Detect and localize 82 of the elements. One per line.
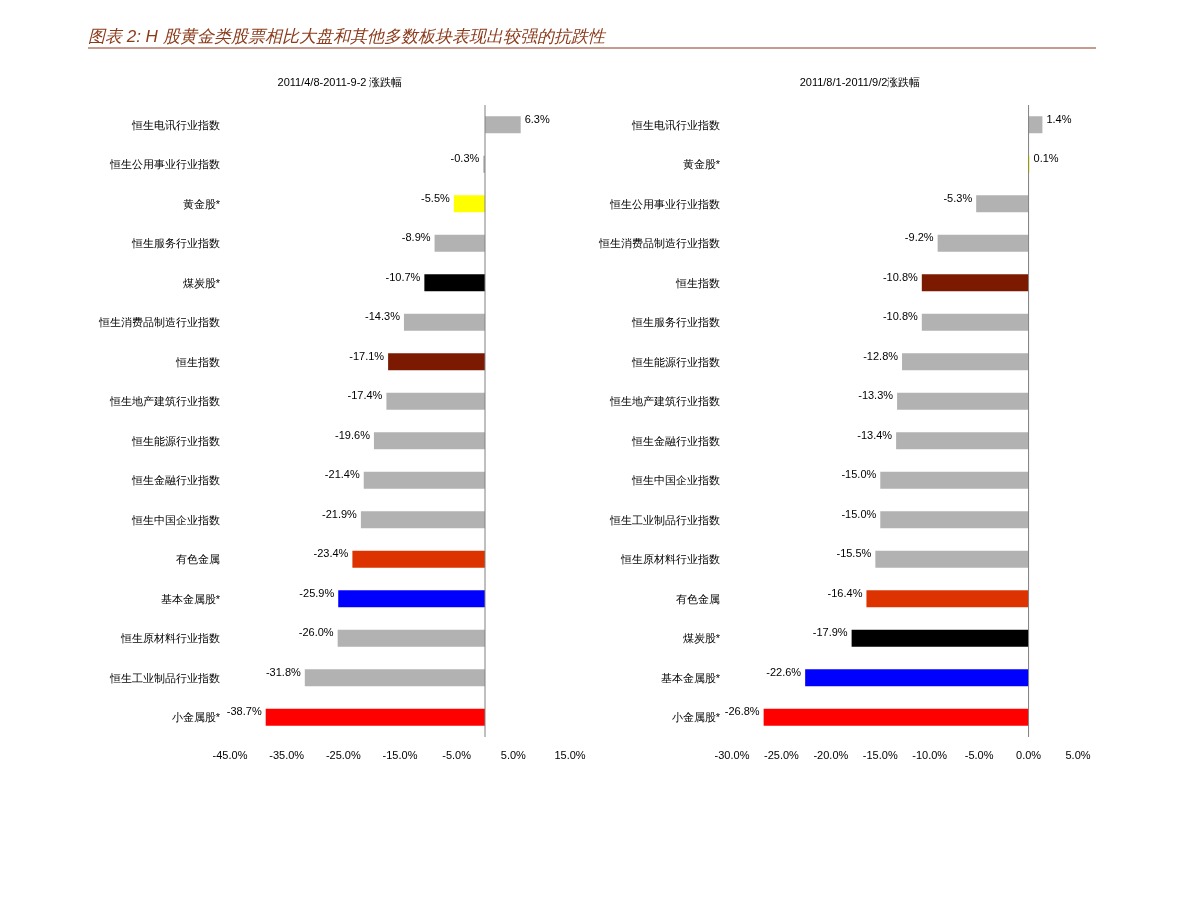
data-label: 1.4% (1046, 112, 1072, 125)
y-tick-label: 恒生指数 (175, 355, 220, 368)
y-tick-label: 恒生消费品制造行业指数 (598, 237, 720, 250)
x-tick-label: -15.0% (382, 749, 418, 761)
y-tick-label: 恒生能源行业指数 (631, 355, 720, 368)
x-tick-label: -5.0% (964, 749, 994, 761)
data-label: -26.8% (724, 705, 760, 718)
chart-title: 2011/8/1-2011/9/2涨跌幅 (799, 76, 921, 88)
data-label: -5.5% (421, 191, 451, 204)
x-tick-label: -30.0% (714, 749, 750, 761)
data-label: -15.0% (841, 468, 877, 481)
y-tick-label: 基本金属股* (160, 592, 221, 605)
x-tick-label: 15.0% (554, 749, 586, 761)
data-label: -16.4% (827, 586, 863, 599)
chart-title: 2011/4/8-2011-9-2 涨跌幅 (277, 76, 403, 88)
x-tick-label: -15.0% (862, 749, 898, 761)
data-label: -14.3% (365, 310, 401, 323)
x-tick-label: -25.0% (325, 749, 361, 761)
data-label: -0.3% (450, 152, 480, 165)
y-tick-label: 恒生地产建筑行业指数 (609, 395, 720, 408)
data-label: -13.4% (857, 428, 893, 441)
y-tick-label: 恒生金融行业指数 (131, 474, 220, 487)
data-label: -23.4% (313, 547, 349, 560)
data-label: -26.0% (298, 626, 334, 639)
y-tick-label: 基本金属股* (660, 671, 721, 684)
y-tick-label: 恒生中国企业指数 (131, 513, 220, 526)
y-tick-label: 小金属股* (171, 711, 221, 724)
y-tick-label: 恒生公用事业行业指数 (109, 158, 220, 171)
data-label: -17.4% (347, 389, 383, 402)
data-label: -38.7% (226, 705, 262, 718)
y-tick-label: 煤炭股* (182, 276, 221, 289)
x-tick-label: -45.0% (212, 749, 248, 761)
data-label: 6.3% (524, 112, 550, 125)
y-tick-label: 恒生原材料行业指数 (620, 553, 720, 566)
x-tick-label: 5.0% (500, 749, 527, 761)
data-label: -8.9% (401, 231, 431, 244)
y-tick-label: 恒生指数 (675, 276, 720, 289)
y-tick-label: 恒生地产建筑行业指数 (109, 395, 220, 408)
x-tick-label: 0.0% (1016, 749, 1042, 761)
y-tick-label: 煤炭股* (682, 632, 721, 645)
data-label: -15.0% (841, 507, 877, 520)
y-tick-label: 恒生能源行业指数 (131, 434, 220, 447)
data-label: -21.4% (324, 468, 360, 481)
data-label: -25.9% (299, 586, 335, 599)
y-tick-label: 恒生中国企业指数 (631, 474, 720, 487)
y-tick-label: 恒生电讯行业指数 (131, 118, 220, 131)
data-label: -31.8% (265, 665, 302, 678)
data-label: -17.1% (349, 349, 385, 362)
data-label: 0.1% (1033, 152, 1059, 165)
y-tick-label: 恒生工业制品行业指数 (109, 671, 220, 684)
y-tick-label: 小金属股* (671, 711, 721, 724)
x-tick-label: -25.0% (764, 749, 800, 761)
data-label: -10.8% (882, 310, 919, 323)
y-tick-label: 恒生服务行业指数 (631, 316, 720, 329)
y-tick-label: 黄金股* (682, 158, 721, 171)
data-label: -12.8% (863, 349, 899, 362)
x-tick-label: -10.0% (912, 749, 948, 761)
data-label: -10.8% (882, 270, 919, 283)
x-tick-label: 5.0% (1065, 749, 1091, 761)
data-label: -9.2% (904, 231, 934, 244)
y-tick-label: 恒生服务行业指数 (131, 237, 220, 250)
y-tick-label: 恒生电讯行业指数 (631, 118, 720, 131)
text: 图表 2: H 股黄金类股票相比大盘和其他多数板块表现出较强的抗跌性 (88, 27, 607, 46)
y-tick-label: 有色金属 (176, 553, 220, 566)
y-tick-label: 黄金股* (182, 197, 221, 210)
x-tick-label: -5.0% (442, 749, 472, 761)
x-tick-label: -35.0% (269, 749, 305, 761)
data-label: -15.5% (836, 547, 872, 560)
y-tick-label: 恒生原材料行业指数 (120, 632, 220, 645)
data-label: -13.3% (858, 389, 894, 402)
data-label: -10.7% (385, 270, 421, 283)
y-tick-label: 恒生公用事业行业指数 (609, 197, 720, 210)
y-tick-label: 恒生工业制品行业指数 (609, 513, 720, 526)
data-label: -17.9% (812, 626, 848, 639)
y-tick-label: 有色金属 (676, 592, 720, 605)
y-tick-label: 恒生消费品制造行业指数 (98, 316, 220, 329)
data-label: -19.6% (335, 428, 371, 441)
x-tick-label: -20.0% (813, 749, 849, 761)
data-label: -21.9% (322, 507, 358, 520)
y-tick-label: 恒生金融行业指数 (631, 434, 720, 447)
data-label: -22.6% (766, 665, 802, 678)
data-label: -5.3% (943, 191, 973, 204)
